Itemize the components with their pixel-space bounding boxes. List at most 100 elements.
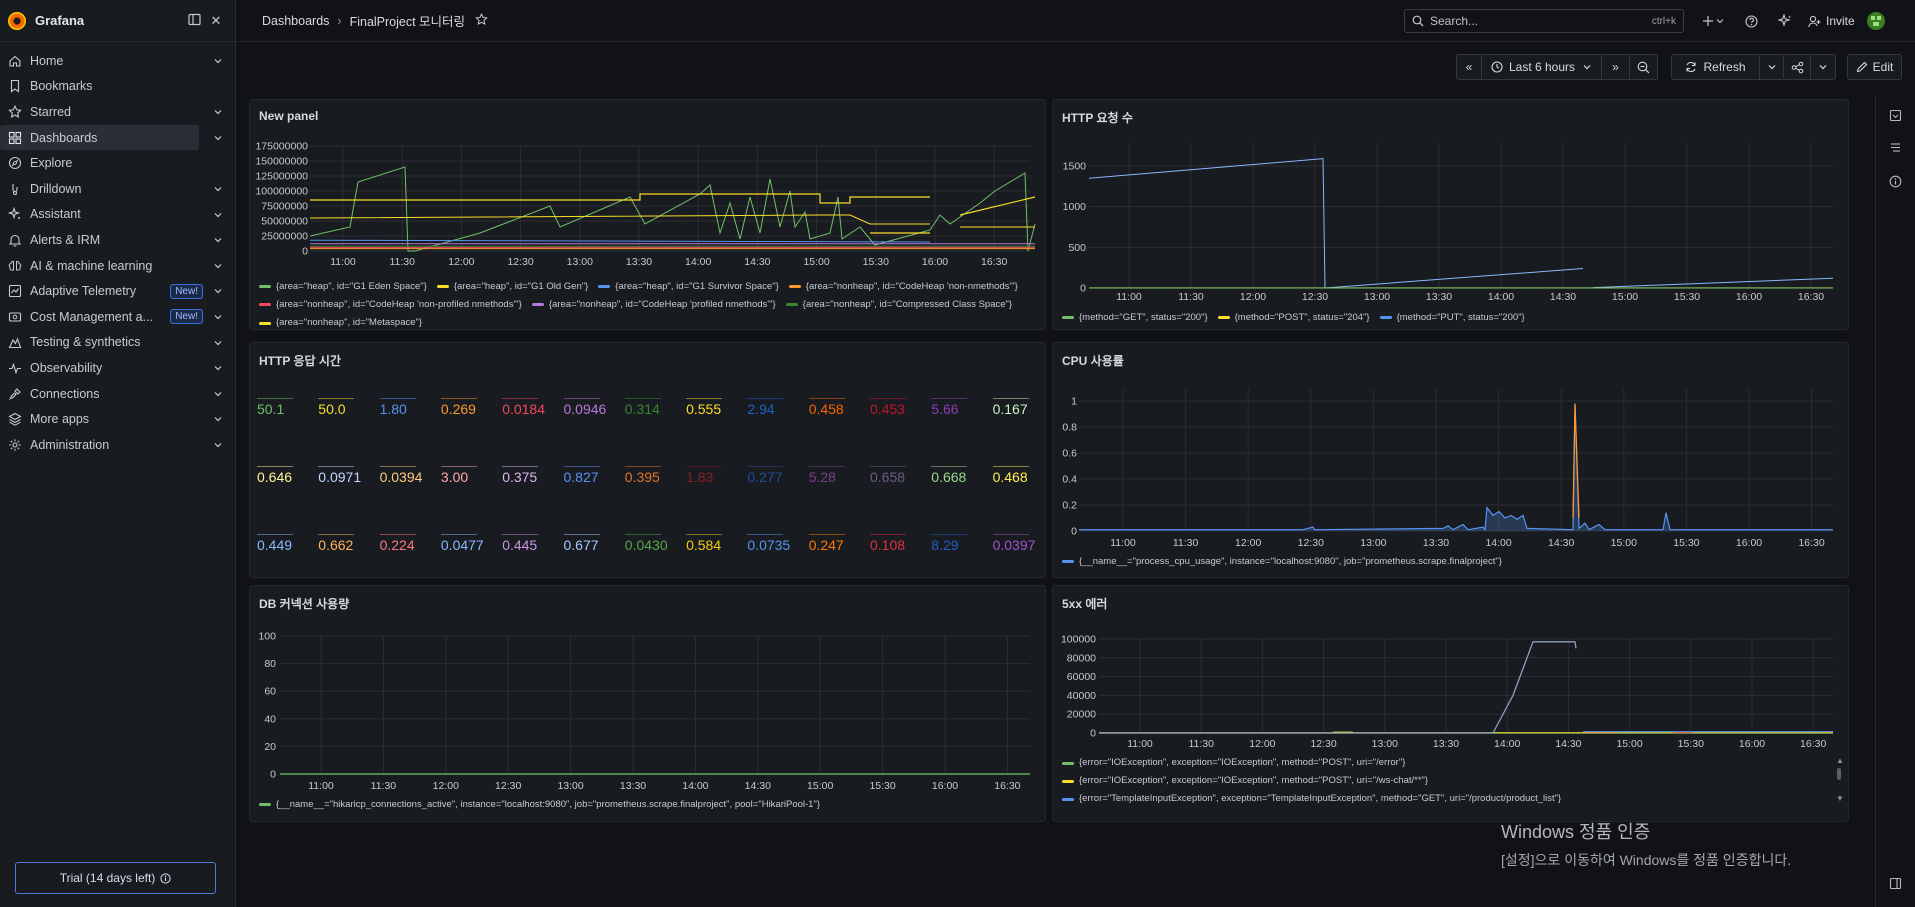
help-icon[interactable] [1734,14,1768,28]
time-range-picker[interactable]: Last 6 hours [1482,54,1602,80]
legend-item[interactable]: {area="nonheap", id="CodeHeap 'non-nmeth… [788,278,1018,296]
grafana-logo-icon[interactable] [8,11,26,30]
series-metaspace[interactable] [309,214,930,225]
legend-item[interactable]: {method="GET", status="200"} [1062,312,1208,323]
sidebar-item-drilldown[interactable]: Drilldown [0,176,235,202]
chevron-down-icon[interactable] [213,312,223,322]
chevron-down-icon[interactable] [213,261,223,271]
new-plus-icon[interactable] [1694,15,1734,27]
legend-item[interactable]: {error="TemplateInputException", excepti… [1062,790,1561,808]
chevron-down-icon[interactable] [213,363,223,373]
panel-cpu[interactable]: CPU 사용률 1 0.8 0.6 0.4 0.2 0 11:00 11:30 12:00 12:… [1052,342,1849,578]
series-g1-eden-space[interactable] [309,166,1036,252]
stat-value: 0.395 [624,466,661,485]
sidebar-item-testing-synthetics[interactable]: Testing & synthetics [0,330,235,356]
refresh-interval-dropdown[interactable] [1760,54,1785,80]
legend-item[interactable]: {error="IOException", exception="IOExcep… [1062,772,1561,790]
legend-label: {area="heap", id="G1 Old Gen"} [453,280,589,292]
dashboard-outline-icon[interactable] [1886,106,1904,124]
invite-button[interactable]: Invite [1808,14,1855,28]
sidebar-item-label: Dashboards [30,130,98,145]
time-forward-button[interactable]: » [1602,54,1630,80]
sidebar-item-dashboards[interactable]: Dashboards [0,124,222,151]
edit-button[interactable]: Edit [1847,54,1902,80]
chevron-down-icon[interactable] [213,338,223,348]
x-tick-label: 15:30 [1674,291,1700,303]
y-tick-label: 60 [264,686,276,698]
trial-button[interactable]: Trial (14 days left) [15,862,216,894]
sidebar-item-cost-management-a[interactable]: Cost Management a... New! [0,304,235,330]
panel-http-requests[interactable]: HTTP 요청 수 11:00 11:30 12:00 12:30 13:00 13:30… [1052,99,1849,330]
zoom-out-button[interactable] [1630,54,1658,80]
chevron-down-icon[interactable] [213,107,223,117]
http-requests-timeseries-chart[interactable]: 11:00 11:30 12:00 12:30 13:00 13:30 14:00 14:30… [1053,100,1849,330]
chevron-down-icon[interactable] [213,210,223,220]
sidebar-item-adaptive-telemetry[interactable]: Adaptive Telemetry New! [0,278,235,304]
cpu-timeseries-chart[interactable]: 1 0.8 0.6 0.4 0.2 0 11:00 11:30 12:00 12:30 13:00 1… [1053,343,1849,578]
chevron-down-icon[interactable] [213,235,223,245]
info-icon[interactable] [1886,172,1904,190]
panel-5xx-errors[interactable]: 5xx 에러 100000 80000 60000 40000 20000 0 11:00 1… [1052,585,1849,822]
panel-toggle-icon[interactable] [1886,874,1904,892]
legend-scrollbar[interactable]: ▲ ▼ [1836,756,1844,803]
panel-new-panel[interactable]: New panel 175000000 150000000 125000000 100… [249,99,1046,330]
sidebar-item-connections[interactable]: Connections [0,381,235,407]
sidebar-item-administration[interactable]: Administration [0,432,235,458]
db-connections-timeseries-chart[interactable]: 100 80 60 40 20 0 11:00 11:30 12:00 12:30 13:00 13:… [250,586,1046,822]
series-g1-old-gen-seg2[interactable] [959,196,1036,216]
5xx-errors-timeseries-chart[interactable]: 100000 80000 60000 40000 20000 0 11:00 11:30 12:… [1053,586,1849,822]
close-icon[interactable]: ✕ [210,12,222,28]
sidebar-item-more-apps[interactable]: More apps [0,406,235,432]
sidebar-item-assistant[interactable]: Assistant [0,202,235,228]
share-button[interactable] [1783,54,1811,80]
avatar[interactable] [1866,12,1885,30]
sidebar-item-home[interactable]: Home [0,48,235,74]
share-dropdown[interactable] [1811,54,1836,80]
y-tick-label: 125000000 [255,171,308,183]
legend-item[interactable]: {error="IOException", exception="IOExcep… [1062,754,1561,772]
star-icon[interactable] [475,12,488,29]
chevron-down-icon[interactable] [213,133,223,143]
list-icon[interactable] [1886,138,1904,156]
sidebar-item-bookmarks[interactable]: Bookmarks [0,74,235,100]
legend-item[interactable]: {area="heap", id="G1 Eden Space"} [259,278,427,296]
chevron-down-icon[interactable] [213,286,223,296]
legend-item[interactable]: {area="nonheap", id="Metaspace"} [259,314,422,329]
sidebar-item-explore[interactable]: Explore [0,150,235,176]
sidebar-item-starred[interactable]: Starred [0,99,235,125]
assistant-sparkle-icon[interactable] [1768,14,1802,28]
chevron-down-icon[interactable] [213,56,223,66]
legend-item[interactable]: {area="heap", id="G1 Old Gen"} [436,278,589,296]
chevron-down-icon[interactable] [213,389,223,399]
sidebar-item-alerts-irm[interactable]: Alerts & IRM [0,227,235,253]
breadcrumb-dashboards[interactable]: Dashboards [262,13,330,28]
series-g1-old-gen[interactable] [310,193,930,204]
series-put-200[interactable] [1088,158,1584,289]
series-g1-survivor-space[interactable] [309,239,931,243]
sidebar-item-observability[interactable]: Observability [0,355,235,381]
chevron-down-icon[interactable] [213,440,223,450]
chevron-down-icon[interactable] [213,184,223,194]
series-put-200-seg[interactable] [1592,277,1834,289]
series-templateinputexception[interactable] [1099,641,1577,734]
refresh-button[interactable]: Refresh [1671,54,1760,80]
panel-http-latency[interactable]: HTTP 응답 시간 50.1 50.0 1.80 0.269 0.0184 0.0946… [249,342,1046,578]
legend-item[interactable]: {area="nonheap", id="CodeHeap 'profiled … [531,296,776,314]
memory-timeseries-chart[interactable]: 175000000 150000000 125000000 100000000 7500… [250,100,1046,330]
legend-item[interactable]: {method="POST", status="204"} [1217,312,1370,323]
time-back-button[interactable]: « [1456,54,1482,80]
legend-item[interactable]: {method="PUT", status="200"} [1379,312,1525,323]
series-process-cpu-usage[interactable] [1079,403,1833,532]
sidebar-item-ai-machine-learning[interactable]: AI & machine learning [0,253,235,279]
stat-value: 0.668 [931,466,968,485]
legend-item[interactable]: {__name__="process_cpu_usage", instance=… [1062,556,1502,567]
panel-db-connections[interactable]: DB 커넥션 사용량 100 80 60 40 20 0 11:00 11:30 12:00 12… [249,585,1046,822]
legend-item[interactable]: {__name__="hikaricp_connections_active",… [259,799,820,810]
search-input[interactable]: Search... ctrl+k [1404,9,1684,33]
legend-item[interactable]: {area="nonheap", id="Compressed Class Sp… [785,296,1012,314]
chevron-down-icon[interactable] [213,414,223,424]
legend-item[interactable]: {area="heap", id="G1 Survivor Space"} [598,278,779,296]
dock-menu-icon[interactable] [183,13,205,29]
legend-item[interactable]: {area="nonheap", id="CodeHeap 'non-profi… [259,296,522,314]
stat-value: 0.449 [257,534,293,553]
